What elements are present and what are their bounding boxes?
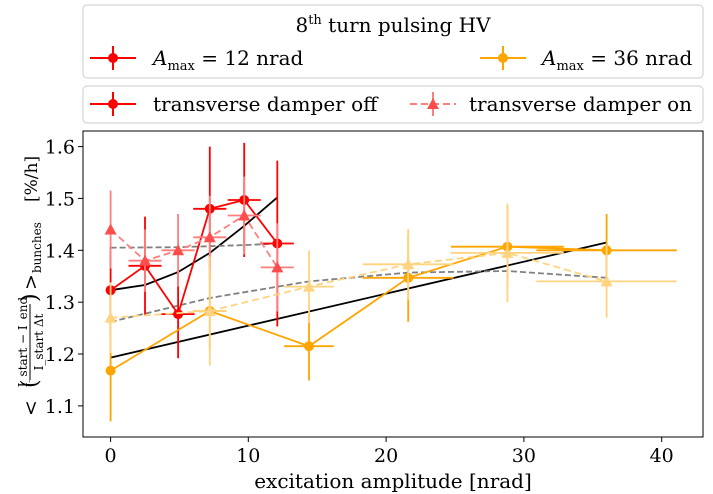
y-tick-label: 1.1 [45, 396, 75, 418]
legend-marker-damper-off [108, 99, 118, 109]
legend-marker-12nrad [108, 53, 118, 63]
x-tick-label: 0 [105, 445, 117, 467]
fit-lines [110, 196, 607, 359]
series-line [110, 251, 607, 319]
y-tick-label: 1.4 [45, 240, 75, 262]
x-tick-label: 20 [374, 445, 398, 467]
series-line [110, 245, 607, 372]
data-point [304, 341, 314, 352]
data-point [271, 261, 284, 273]
y-axis-label: < ( I_start − I_end I_start Δt ) > bunch… [16, 156, 46, 416]
x-axis-label: excitation amplitude [nrad] [254, 469, 532, 493]
svg-text:): ) [18, 293, 43, 302]
legend-marker-damper-on [427, 98, 439, 109]
svg-text:(: ( [18, 379, 43, 388]
legend-damper: transverse damper off transverse damper … [82, 85, 704, 124]
y-tick-label: 1.3 [45, 292, 75, 314]
data-point [402, 258, 415, 270]
legend-damper-frame [82, 85, 704, 124]
svg-text:<: < [20, 400, 42, 416]
legend-entry-damper-on: transverse damper on [410, 92, 692, 116]
data-point [139, 254, 151, 266]
data-point [173, 309, 184, 320]
data-point [303, 280, 315, 292]
data-point [203, 231, 216, 243]
svg-text:>: > [20, 274, 42, 290]
y-tick-label: 1.5 [45, 188, 75, 210]
plot-frame [82, 130, 704, 438]
x-tick-label: 10 [236, 445, 260, 467]
series-line [110, 198, 279, 317]
x-tick-label: 40 [650, 445, 674, 467]
data-point [172, 244, 185, 256]
series [104, 203, 677, 366]
x-axis-ticks: 0 10 20 30 40 [105, 437, 674, 467]
data-point [203, 305, 216, 316]
legend-label-damper-on: transverse damper on [469, 92, 692, 116]
y-tick-label: 1.6 [45, 137, 75, 159]
fit-line [110, 242, 278, 249]
legend-label-12nrad: Amax = 12 nrad [151, 46, 304, 74]
y-axis-ticks: 1.1 1.2 1.3 1.4 1.5 1.6 [45, 137, 83, 418]
series [104, 176, 294, 312]
x-tick-label: 30 [512, 445, 536, 467]
data-point [105, 365, 116, 376]
data-series [104, 142, 677, 422]
legend-marker-36nrad [498, 53, 508, 63]
legend-amplitude: 8th turn pulsing HV Amax = 12 nrad Amax … [82, 4, 704, 79]
legend-entry-12nrad: Amax = 12 nrad [90, 46, 304, 74]
legend-amplitude-title: 8th turn pulsing HV [295, 13, 491, 37]
data-point [104, 223, 117, 235]
legend-label-damper-off: transverse damper off [153, 92, 379, 116]
svg-text:I_start Δt: I_start Δt [32, 313, 46, 370]
legend-entry-damper-off: transverse damper off [90, 92, 379, 116]
data-point [501, 246, 514, 258]
legend-entry-36nrad: Amax = 36 nrad [480, 46, 693, 74]
series [105, 142, 294, 359]
legend-label-36nrad: Amax = 36 nrad [540, 46, 693, 74]
legend-amplitude-frame [82, 4, 704, 79]
data-point [104, 311, 117, 323]
svg-text:[%/h]: [%/h] [22, 156, 42, 202]
y-tick-label: 1.2 [45, 344, 75, 366]
data-point [600, 275, 613, 287]
svg-text:bunches: bunches [30, 222, 44, 273]
series-line [109, 214, 279, 268]
fit-line [110, 241, 607, 359]
fit-line [110, 270, 607, 323]
data-point [238, 209, 251, 221]
svg-text:I_start − I_end: I_start − I_end [16, 297, 30, 388]
